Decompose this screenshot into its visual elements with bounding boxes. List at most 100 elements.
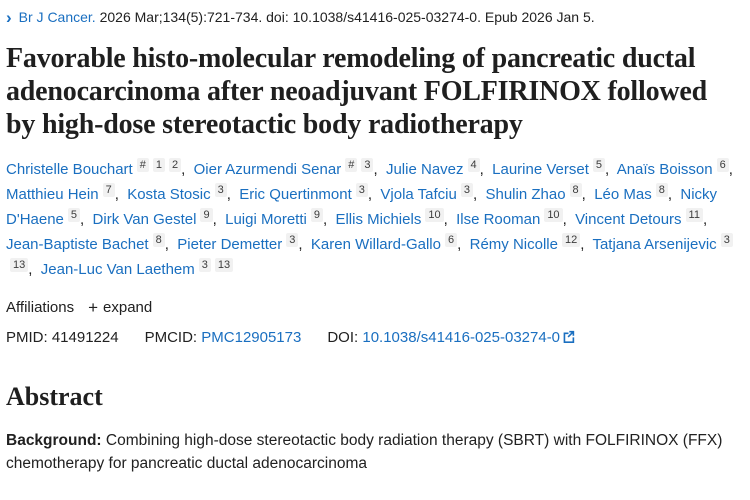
pmid-label: PMID: — [6, 329, 48, 346]
author-separator: , — [28, 261, 41, 278]
background-text: Combining high-dose stereotactic body ra… — [6, 432, 723, 472]
author-affiliation-sup[interactable]: 5 — [592, 158, 606, 172]
doi-label: DOI: — [327, 329, 359, 346]
journal-actions-chevron-icon[interactable]: › — [6, 8, 12, 27]
author-link[interactable]: Vincent Detours — [575, 211, 682, 228]
pmcid-link[interactable]: PMC12905173 — [201, 329, 302, 346]
author-separator: , — [322, 211, 336, 228]
author-separator: , — [581, 186, 595, 203]
pmcid-group: PMCID: PMC12905173 — [145, 329, 302, 346]
pmcid-label: PMCID: — [144, 329, 198, 346]
author-link[interactable]: Ilse Rooman — [456, 211, 541, 228]
author-separator: , — [479, 161, 493, 178]
author-affiliation-sup[interactable]: 3 — [286, 233, 299, 247]
author-affiliation-sup[interactable]: 3 — [355, 183, 368, 197]
external-link-icon — [562, 330, 575, 347]
author-affiliation-sup[interactable]: 3 — [460, 183, 473, 197]
author-affiliation-sup[interactable]: 8 — [152, 233, 165, 247]
author-affiliation-sup[interactable]: 10 — [544, 208, 563, 222]
author-link[interactable]: Luigi Moretti — [225, 211, 307, 228]
author-affiliation-sup[interactable]: 7 — [102, 183, 115, 197]
author-separator: , — [443, 211, 457, 228]
author-link[interactable]: Julie Navez — [385, 161, 464, 178]
article-title: Favorable histo-molecular remodeling of … — [6, 43, 707, 140]
author-link[interactable]: Ellis Michiels — [335, 211, 422, 228]
doi-value: 10.1038/s41416-025-03274-0 — [362, 329, 561, 346]
author-link[interactable]: Christelle Bouchart — [6, 161, 133, 178]
author-separator: , — [728, 161, 738, 178]
author-affiliation-sup[interactable]: 11 — [685, 208, 703, 222]
author-affiliation-sup[interactable]: # — [345, 158, 358, 172]
doi-link[interactable]: 10.1038/s41416-025-03274-0 — [362, 329, 575, 346]
author-link[interactable]: Léo Mas — [594, 186, 652, 203]
author-affiliation-sup[interactable]: 3 — [214, 183, 227, 197]
author-separator: , — [373, 161, 386, 178]
author: Jean-Luc Van Laethem 3 13 — [40, 258, 234, 278]
author-link[interactable]: Shulin Zhao — [485, 186, 566, 203]
plus-icon: + — [88, 298, 99, 317]
author-affiliation-sup[interactable]: 13 — [214, 258, 234, 272]
author-affiliation-sup[interactable]: 9 — [200, 208, 213, 222]
author-link[interactable]: Matthieu Hein — [6, 186, 99, 203]
author-link[interactable]: Jean-Luc Van Laethem — [40, 261, 195, 278]
author-link[interactable]: Nicky D'Haene — [6, 186, 718, 228]
author: Shulin Zhao 8, — [485, 183, 595, 203]
author-affiliation-sup[interactable]: 8 — [655, 183, 668, 197]
expand-label: expand — [103, 299, 153, 316]
author-affiliation-sup[interactable]: 3 — [198, 258, 211, 272]
author: Nicky D'Haene 5, — [6, 186, 717, 228]
abstract-heading: Abstract — [6, 382, 103, 411]
author-affiliation-sup[interactable]: # — [136, 158, 149, 172]
author-affiliation-sup[interactable]: 3 — [720, 233, 733, 247]
author-affiliation-sup[interactable]: 1 — [152, 158, 165, 172]
author-affiliation-sup[interactable]: 9 — [310, 208, 323, 222]
author: Anaïs Boisson 6, — [616, 158, 738, 178]
author-separator: , — [367, 186, 381, 203]
author-separator: , — [181, 161, 194, 178]
author-link[interactable]: Eric Quertinmont — [239, 186, 352, 203]
author-separator: , — [212, 211, 226, 228]
author: Oier Azurmendi Senar #3, — [193, 158, 386, 178]
author-affiliation-sup[interactable]: 2 — [168, 158, 182, 172]
author-affiliation-sup[interactable]: 6 — [444, 233, 458, 247]
pmid-value: 41491224 — [51, 329, 119, 346]
journal-link[interactable]: Br J Cancer. — [18, 9, 96, 25]
author: Rémy Nicolle 12, — [469, 233, 593, 253]
citation-details: 2026 Mar;134(5):721-734. doi: 10.1038/s4… — [95, 9, 595, 25]
journal-citation: › Br J Cancer. 2026 Mar;134(5):721-734. … — [6, 8, 742, 27]
author-affiliation-sup[interactable]: 4 — [467, 158, 480, 172]
author-affiliation-sup[interactable]: 10 — [425, 208, 444, 222]
author: Kosta Stosic 3, — [127, 183, 239, 203]
author: Luigi Moretti 9, — [225, 208, 336, 228]
author-link[interactable]: Anaïs Boisson — [616, 161, 713, 178]
author-link[interactable]: Tatjana Arsenijevic — [592, 236, 717, 253]
author-link[interactable]: Jean-Baptiste Bachet — [6, 236, 149, 253]
author: Vincent Detours 11, — [575, 208, 711, 228]
author-link[interactable]: Dirk Van Gestel — [92, 211, 197, 228]
author: Ellis Michiels 10, — [335, 208, 457, 228]
author-affiliation-sup[interactable]: 8 — [569, 183, 582, 197]
affiliations-row: Affiliations + expand — [6, 299, 742, 316]
author-affiliation-sup[interactable]: 5 — [67, 208, 81, 222]
author-link[interactable]: Oier Azurmendi Senar — [193, 161, 342, 178]
author-link[interactable]: Rémy Nicolle — [469, 236, 558, 253]
author-affiliation-sup[interactable]: 13 — [10, 258, 29, 272]
background-label: Background: — [6, 432, 102, 449]
affiliations-label: Affiliations — [6, 299, 75, 316]
author: Karen Willard-Gallo 6, — [310, 233, 470, 253]
author-link[interactable]: Karen Willard-Gallo — [310, 236, 441, 253]
author-link[interactable]: Vjola Tafciu — [380, 186, 457, 203]
author-separator: , — [457, 236, 470, 253]
author-affiliation-sup[interactable]: 12 — [561, 233, 581, 247]
author: Laurine Verset 5, — [492, 158, 617, 178]
author-link[interactable]: Pieter Demetter — [177, 236, 283, 253]
author-affiliation-sup[interactable]: 3 — [361, 158, 374, 172]
author: Ilse Rooman 10, — [456, 208, 576, 228]
author-link[interactable]: Laurine Verset — [492, 161, 589, 178]
author-separator: , — [164, 236, 178, 253]
expand-affiliations-button[interactable]: + expand — [88, 299, 152, 316]
author-separator: , — [80, 211, 93, 228]
author-separator: , — [562, 211, 576, 228]
author-link[interactable]: Kosta Stosic — [127, 186, 211, 203]
author-affiliation-sup[interactable]: 6 — [716, 158, 729, 172]
